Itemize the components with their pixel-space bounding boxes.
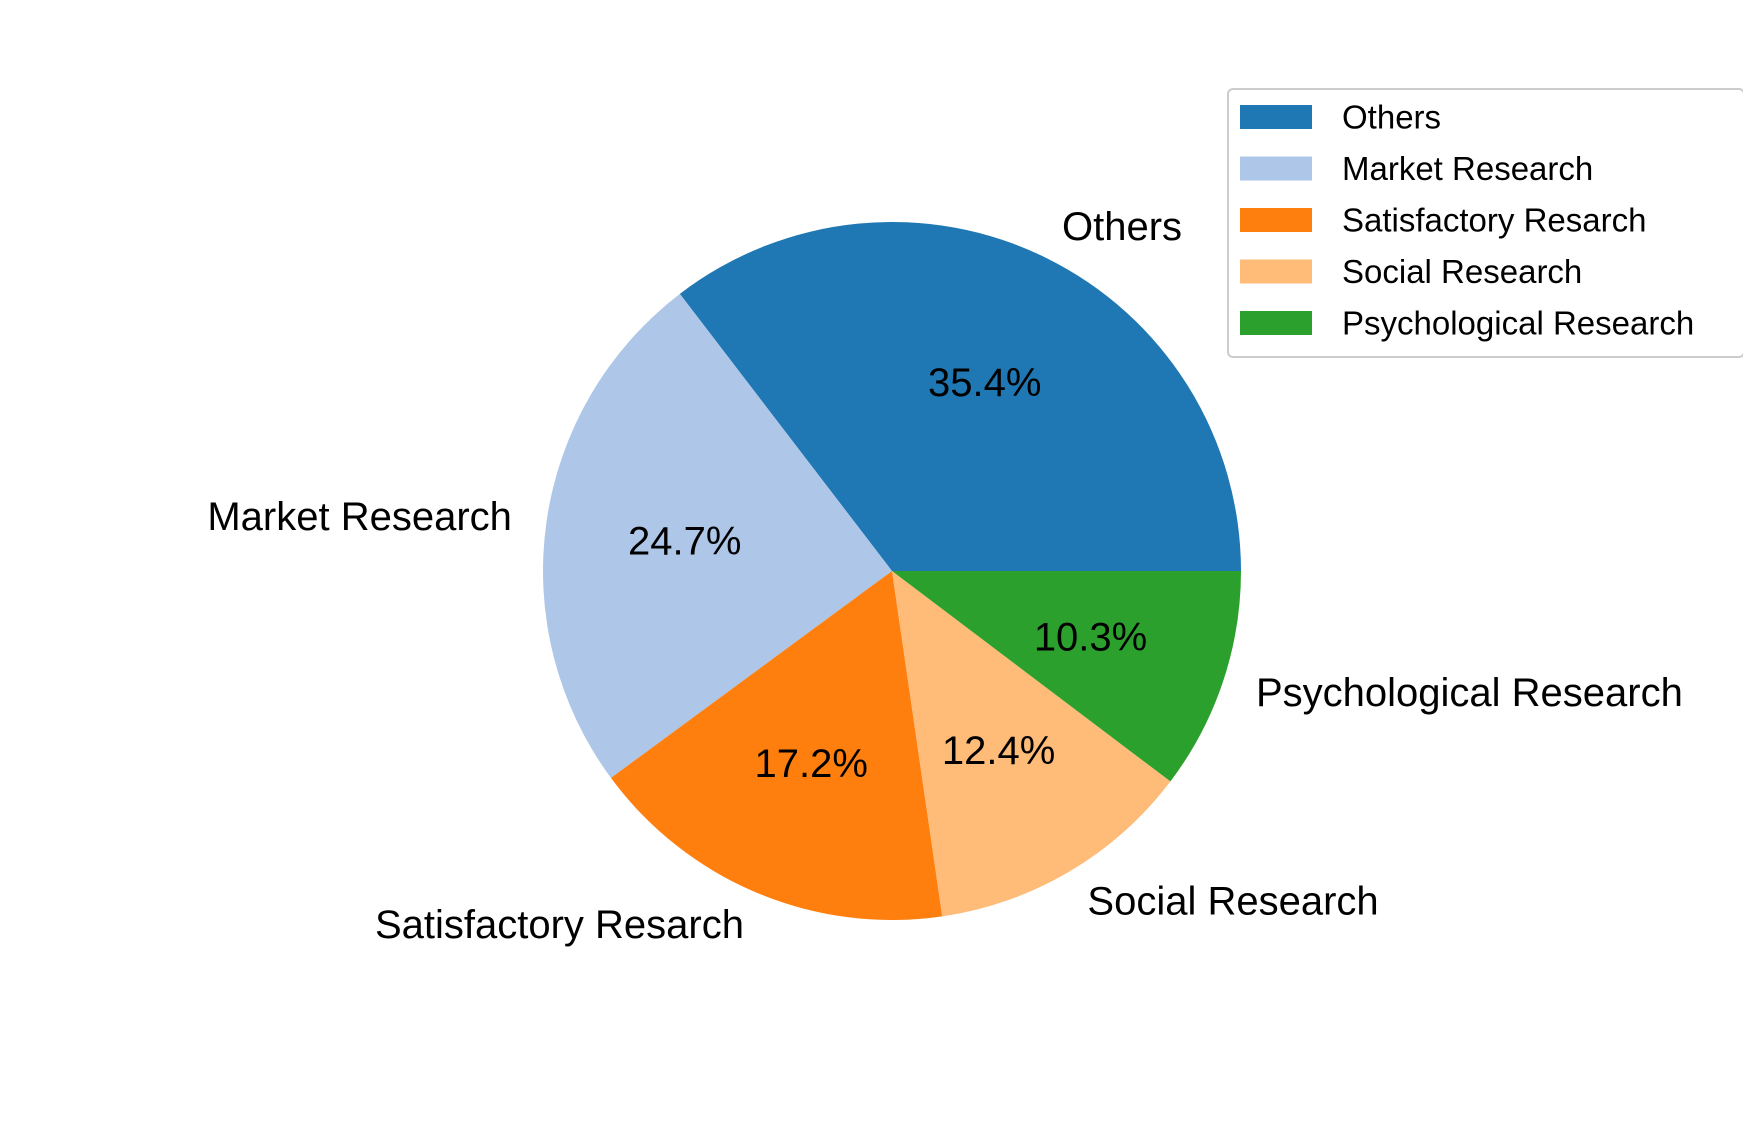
- pie-slice-market-research: [543, 293, 892, 778]
- pie-slice-satisfactory-resarch: [610, 571, 943, 920]
- slice-label-market-research: Market Research: [207, 495, 512, 539]
- legend-swatch-psychological-research: [1240, 311, 1312, 335]
- pie-slice-psychological-research: [892, 571, 1241, 782]
- pct-label-social-research: 12.4%: [942, 729, 1055, 773]
- pct-label-market-research: 24.7%: [628, 519, 741, 563]
- pie-slices: [543, 222, 1241, 920]
- slice-label-others: Others: [1062, 205, 1182, 249]
- pct-label-others: 35.4%: [928, 361, 1041, 405]
- slice-label-satisfactory-resarch: Satisfactory Resarch: [375, 903, 744, 947]
- legend-label-social-research: Social Research: [1342, 253, 1582, 290]
- legend-frame: [1227, 88, 1743, 358]
- legend: Others Market Research Satisfactory Resarc…: [1227, 88, 1743, 358]
- legend-label-market-research: Market Research: [1342, 150, 1593, 187]
- legend-swatch-satisfactory-resarch: [1240, 208, 1312, 232]
- legend-label-others: Others: [1342, 99, 1441, 136]
- legend-swatch-market-research: [1240, 156, 1312, 181]
- slice-label-social-research: Social Research: [1087, 879, 1378, 923]
- slice-labels: Others Market Research Satisfactory Resarc…: [207, 205, 1682, 947]
- legend-label-satisfactory-resarch: Satisfactory Resarch: [1342, 202, 1646, 239]
- pie-slice-social-research: [892, 571, 1171, 917]
- legend-swatch-social-research: [1240, 259, 1312, 284]
- percentage-labels: 35.4% 24.7% 17.2% 12.4% 10.3%: [628, 361, 1147, 786]
- legend-swatch-others: [1240, 105, 1312, 129]
- slice-label-psychological-research: Psychological Research: [1256, 671, 1683, 715]
- pct-label-psychological-research: 10.3%: [1034, 616, 1147, 660]
- pie-slice-others: [679, 222, 1241, 572]
- pct-label-satisfactory-resarch: 17.2%: [755, 742, 868, 786]
- legend-items: Others Market Research Satisfactory Resarc…: [1240, 99, 1694, 342]
- legend-label-psychological-research: Psychological Research: [1342, 305, 1694, 342]
